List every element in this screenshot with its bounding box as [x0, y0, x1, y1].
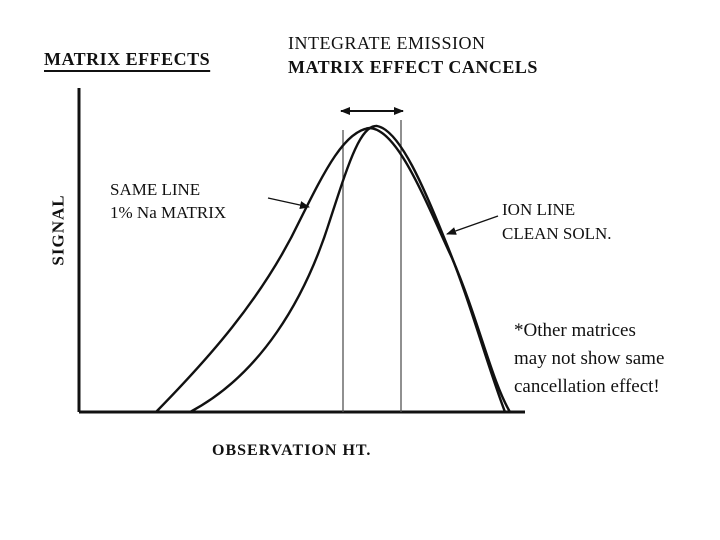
same-line-label-arrow	[267, 197, 310, 209]
integrate-emission-heading: INTEGRATE EMISSION	[288, 33, 486, 53]
x-axis-label: OBSERVATION HT.	[212, 442, 372, 459]
note-line: cancellation effect!	[514, 376, 660, 397]
matrix-effect-cancels-heading: MATRIX EFFECT CANCELS	[288, 57, 538, 77]
clean-solution-label: CLEAN SOLN.	[502, 224, 612, 243]
ion-line-label: ION LINE	[502, 200, 576, 219]
note-line: *Other matrices	[514, 320, 636, 341]
y-axis-label: SIGNAL	[48, 194, 68, 266]
ion-line-clean-solution-curve	[189, 124, 507, 414]
same-line-label: SAME LINE	[110, 180, 201, 199]
note-line: may not show same	[514, 348, 665, 369]
ion-line-label-arrow	[446, 215, 499, 235]
diagram-title: MATRIX EFFECTS	[44, 49, 211, 69]
cancellation-note: *Other matrices may not show same cancel…	[514, 317, 664, 401]
na-matrix-label: 1% Na MATRIX	[110, 203, 227, 222]
